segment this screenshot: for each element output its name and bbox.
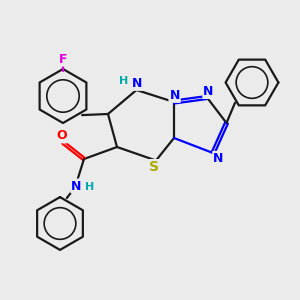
Text: N: N bbox=[132, 77, 142, 90]
Text: H: H bbox=[85, 182, 94, 192]
Text: N: N bbox=[71, 179, 82, 193]
Text: S: S bbox=[149, 160, 160, 174]
Text: N: N bbox=[203, 85, 214, 98]
Text: O: O bbox=[56, 129, 67, 142]
Text: H: H bbox=[119, 76, 128, 86]
Text: F: F bbox=[59, 52, 67, 66]
Text: N: N bbox=[213, 152, 224, 165]
Text: N: N bbox=[169, 89, 180, 102]
